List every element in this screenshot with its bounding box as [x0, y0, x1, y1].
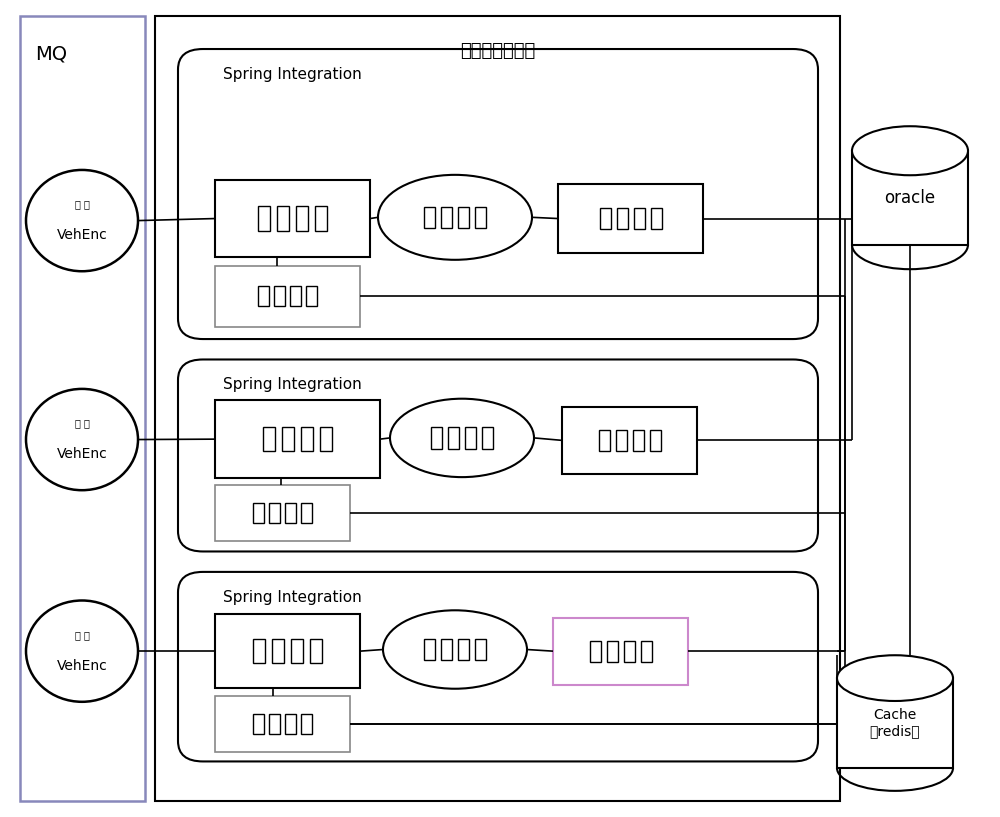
- Bar: [590, 641, 601, 662]
- Bar: [441, 639, 452, 660]
- Bar: [155, 16, 840, 801]
- Bar: [320, 427, 332, 452]
- Bar: [258, 207, 270, 231]
- Text: VehEnc: VehEnc: [57, 228, 107, 243]
- Ellipse shape: [852, 127, 968, 176]
- Bar: [258, 287, 269, 306]
- Bar: [263, 427, 275, 452]
- Bar: [837, 678, 953, 768]
- Bar: [253, 503, 264, 523]
- Ellipse shape: [378, 175, 532, 260]
- Bar: [282, 427, 294, 452]
- Text: MQ: MQ: [35, 45, 67, 64]
- Bar: [431, 427, 442, 449]
- Text: VehEnc: VehEnc: [57, 447, 107, 462]
- Text: 偶 偷: 偶 偷: [75, 418, 89, 428]
- Bar: [301, 427, 313, 452]
- Bar: [650, 430, 661, 451]
- Text: Spring Integration: Spring Integration: [223, 67, 362, 82]
- Bar: [553, 618, 688, 685]
- Bar: [616, 430, 627, 451]
- Bar: [558, 184, 703, 253]
- Bar: [315, 207, 327, 231]
- Ellipse shape: [26, 600, 138, 702]
- Bar: [634, 208, 645, 230]
- Bar: [448, 427, 459, 449]
- Bar: [20, 16, 145, 801]
- Bar: [424, 639, 435, 660]
- Bar: [465, 427, 476, 449]
- Bar: [215, 266, 360, 327]
- Bar: [215, 485, 350, 541]
- Bar: [458, 207, 469, 228]
- Bar: [215, 400, 380, 478]
- Bar: [274, 287, 285, 306]
- Bar: [253, 639, 265, 663]
- Ellipse shape: [383, 610, 527, 689]
- Text: 偶 偷: 偶 偷: [75, 630, 89, 640]
- Bar: [852, 150, 968, 245]
- Bar: [475, 639, 486, 660]
- Bar: [599, 430, 610, 451]
- Bar: [301, 503, 312, 523]
- Bar: [475, 207, 486, 228]
- FancyBboxPatch shape: [178, 572, 818, 761]
- FancyBboxPatch shape: [178, 49, 818, 339]
- Bar: [253, 714, 264, 734]
- Ellipse shape: [390, 399, 534, 477]
- Bar: [641, 641, 652, 662]
- Text: 记录仪管理平台: 记录仪管理平台: [460, 42, 535, 60]
- Bar: [269, 714, 280, 734]
- Bar: [482, 427, 493, 449]
- Bar: [310, 639, 322, 663]
- Bar: [296, 207, 308, 231]
- Bar: [215, 696, 350, 752]
- Bar: [306, 287, 317, 306]
- Bar: [301, 714, 312, 734]
- Bar: [600, 208, 611, 230]
- Bar: [617, 208, 628, 230]
- Text: Spring Integration: Spring Integration: [223, 590, 362, 605]
- Bar: [651, 208, 662, 230]
- Ellipse shape: [837, 655, 953, 701]
- Bar: [624, 641, 635, 662]
- Text: VehEnc: VehEnc: [57, 659, 107, 673]
- Bar: [562, 407, 697, 474]
- Bar: [215, 614, 360, 688]
- Ellipse shape: [26, 389, 138, 490]
- Text: oracle: oracle: [884, 189, 936, 207]
- FancyBboxPatch shape: [178, 359, 818, 551]
- Bar: [285, 714, 296, 734]
- Bar: [607, 641, 618, 662]
- Text: Cache
（redis）: Cache （redis）: [870, 708, 920, 738]
- Bar: [277, 207, 289, 231]
- Bar: [441, 207, 452, 228]
- Bar: [633, 430, 644, 451]
- Bar: [215, 180, 370, 257]
- Text: Spring Integration: Spring Integration: [223, 377, 362, 392]
- Bar: [424, 207, 435, 228]
- Text: 偶 偷: 偶 偷: [75, 199, 89, 209]
- Bar: [272, 639, 284, 663]
- Bar: [285, 503, 296, 523]
- Ellipse shape: [26, 170, 138, 271]
- Bar: [269, 503, 280, 523]
- Bar: [290, 287, 301, 306]
- Bar: [458, 639, 469, 660]
- Bar: [291, 639, 303, 663]
